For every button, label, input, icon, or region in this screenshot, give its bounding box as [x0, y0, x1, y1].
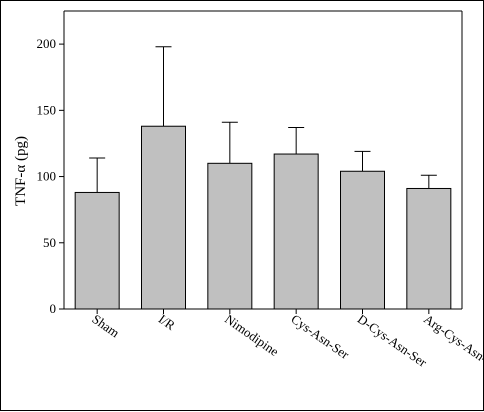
- axes-group: [63, 10, 463, 310]
- x-tick-label: Sham: [89, 311, 122, 340]
- y-tick-label: 150: [37, 102, 57, 117]
- x-tick-label: Cys-Asn-Ser: [288, 311, 352, 362]
- error-bars-group: [89, 46, 437, 193]
- y-tick-label: 0: [50, 301, 57, 316]
- x-tick-label: D-Cys-Asn-Ser: [355, 311, 430, 370]
- bar: [340, 170, 385, 310]
- bars-group: [74, 125, 452, 310]
- y-tick-label: 200: [37, 36, 57, 51]
- y-tick-label: 100: [37, 169, 57, 184]
- x-tick-label: Arg-Cys-Asn-Ser: [421, 311, 484, 376]
- x-tick-label: I/R: [156, 311, 178, 333]
- y-ticks-group: 0 50 100 150 200: [37, 36, 64, 316]
- x-tick-label: Nimodipine: [222, 311, 282, 359]
- x-labels-group: Sham I/R Nimodipine Cys-Asn-Ser D-Cys-Asn-Se…: [89, 309, 484, 376]
- bar: [273, 153, 319, 310]
- bar: [141, 125, 186, 310]
- y-tick-label: 50: [43, 235, 56, 250]
- bar: [74, 191, 120, 310]
- y-axis-title: TNF-α (pg): [13, 136, 29, 206]
- bar: [406, 187, 452, 310]
- bar: [207, 162, 253, 310]
